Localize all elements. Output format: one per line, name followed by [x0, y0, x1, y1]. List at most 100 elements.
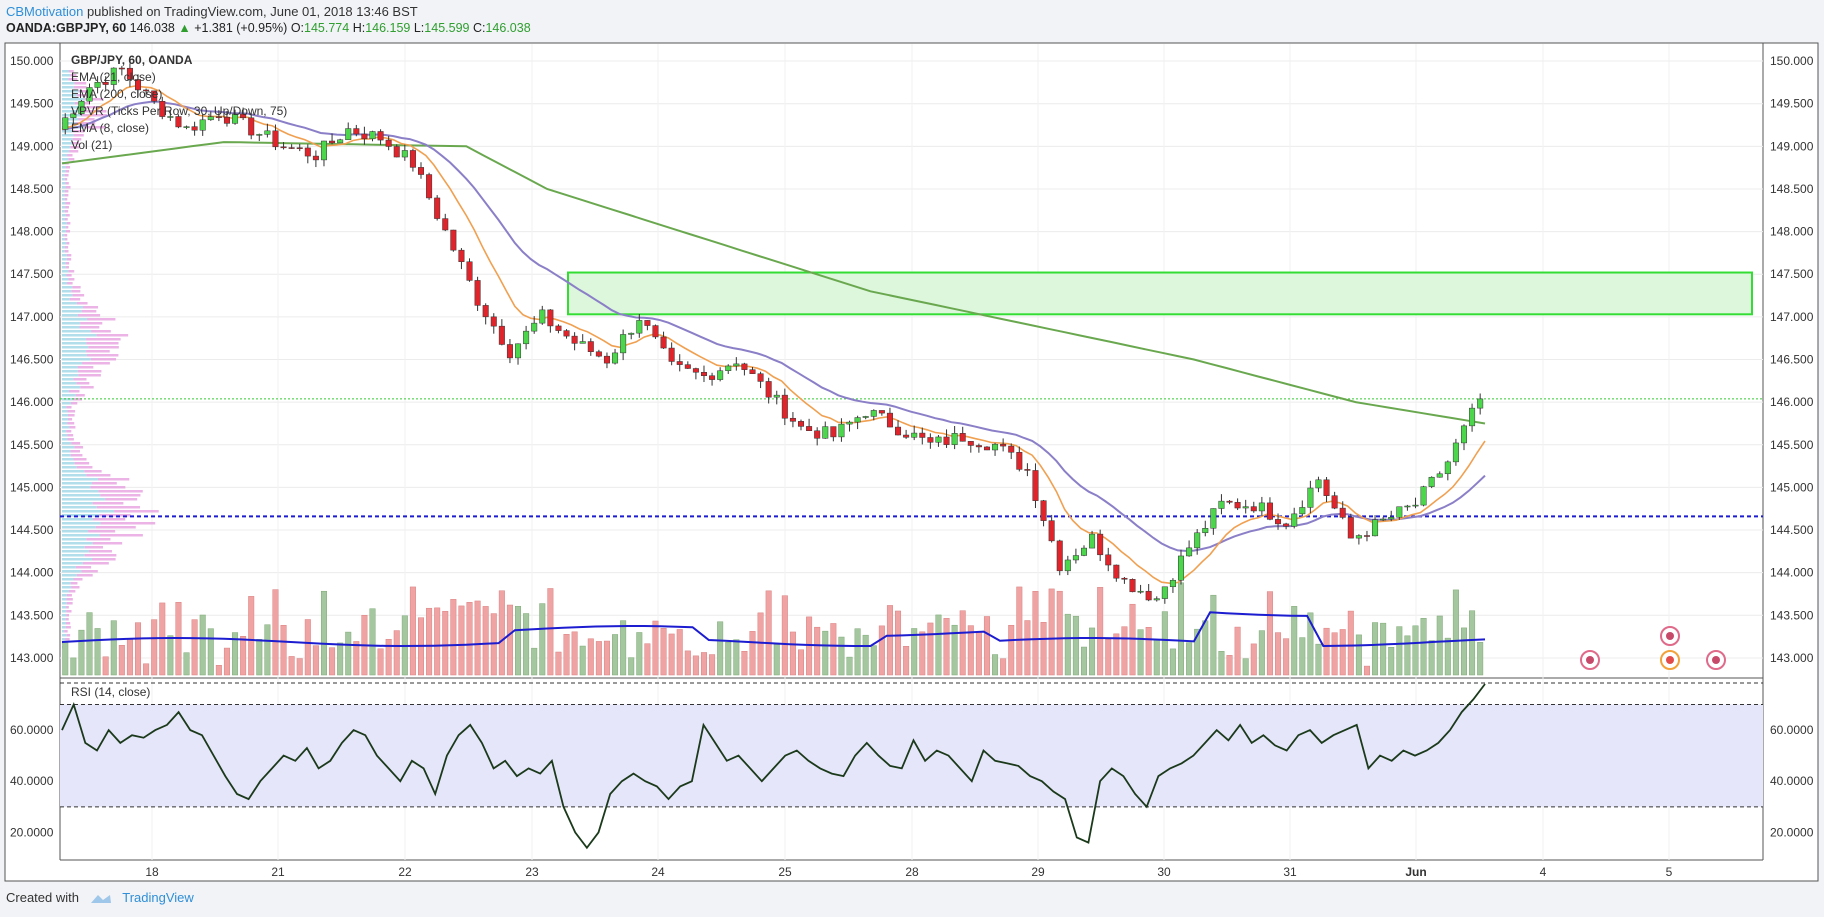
vpvr-down-row	[65, 638, 70, 641]
vpvr-down-row	[99, 534, 143, 537]
economic-event-icon	[1660, 650, 1680, 670]
price-tick-label: 147.500	[1770, 267, 1814, 281]
candle-up	[86, 87, 93, 102]
vpvr-up-row	[62, 86, 74, 89]
vpvr-up-row	[62, 510, 115, 513]
candle-down	[943, 436, 950, 445]
vpvr-up-row	[62, 530, 89, 533]
candle-up	[531, 322, 538, 332]
vpvr-down-row	[66, 610, 72, 613]
candle-down	[878, 410, 885, 414]
candle-up	[1452, 442, 1459, 463]
volume-bar	[927, 622, 934, 676]
candle-down	[248, 117, 255, 136]
candle-up	[628, 332, 635, 335]
candle-down	[215, 116, 222, 118]
candle-down	[1032, 470, 1039, 501]
vpvr-down-row	[72, 294, 85, 297]
vpvr-up-row	[62, 606, 67, 609]
vpvr-up-row	[62, 262, 66, 265]
tradingview-link[interactable]: TradingView	[122, 890, 194, 905]
vpvr-up-row	[62, 398, 74, 401]
vpvr-up-row	[62, 466, 77, 469]
vpvr-up-row	[62, 102, 75, 105]
candle-down	[692, 368, 699, 373]
rsi-pane: 60.0000 60.0000 40.0000 40.0000 20.0000 20.00…	[10, 682, 1814, 850]
time-tick-label: 24	[651, 865, 665, 879]
volume-bar	[1242, 658, 1249, 676]
vpvr-down-row	[64, 630, 68, 633]
vpvr-down-row	[74, 82, 87, 85]
vpvr-up-row	[62, 506, 97, 509]
vpvr-up-row	[62, 374, 79, 377]
candle-down	[603, 355, 610, 364]
vpvr-down-row	[65, 214, 70, 217]
volume-bar	[563, 633, 570, 676]
vpvr-up-row	[62, 234, 65, 237]
price-tick-label: 148.500	[10, 182, 54, 196]
candle-up	[1420, 486, 1427, 506]
candle-up	[515, 343, 522, 359]
price-tick-label: 145.500	[10, 438, 54, 452]
vpvr-up-row	[62, 622, 66, 625]
vpvr-down-row	[73, 86, 87, 89]
volume-bar	[595, 641, 602, 676]
vpvr-up-row	[62, 106, 86, 109]
candle-up	[1242, 506, 1249, 509]
volume-bar	[1024, 620, 1031, 676]
vpvr-down-row	[65, 266, 69, 269]
vpvr-down-row	[69, 390, 80, 393]
candle-down	[1145, 590, 1152, 601]
candle-down	[587, 341, 594, 352]
author-link[interactable]: CBMotivation	[6, 4, 84, 19]
volume-bar	[789, 631, 796, 676]
candle-up	[199, 119, 206, 131]
volume-bar	[870, 645, 877, 676]
volume-bar	[1412, 625, 1419, 676]
candle-down	[466, 261, 473, 281]
candle-up	[78, 100, 85, 115]
vpvr-down-row	[65, 218, 68, 221]
volume-bar	[547, 588, 554, 676]
vpvr-down-row	[64, 238, 68, 241]
indicator-lines	[60, 85, 1763, 648]
volume-bar	[434, 607, 441, 676]
candle-down	[223, 116, 230, 124]
candle-up	[320, 140, 327, 161]
candle-up	[1161, 586, 1168, 599]
candle-down	[1048, 520, 1055, 542]
candle-up	[579, 341, 586, 344]
volume-bar	[531, 647, 538, 676]
vpvr-up-row	[62, 322, 81, 325]
volume-bar	[207, 628, 214, 676]
vpvr-down-row	[70, 146, 80, 149]
vpvr-up-row	[62, 558, 93, 561]
volume-bar	[1032, 591, 1039, 676]
vpvr-up-row	[62, 490, 99, 493]
volume-bar	[854, 628, 861, 676]
last-price: 146.038	[129, 21, 175, 35]
candle-down	[490, 316, 497, 327]
volume-bar	[369, 608, 376, 676]
vpvr-up-row	[62, 630, 65, 633]
vpvr-up-row	[62, 582, 71, 585]
vpvr-up-row	[62, 474, 87, 477]
vpvr-up-row	[62, 306, 84, 309]
price-tick-label: 149.500	[1770, 97, 1814, 111]
candle-down	[296, 147, 303, 149]
volume-bar	[126, 638, 133, 676]
candle-down	[1339, 507, 1346, 518]
candle-up	[935, 436, 942, 443]
vpvr-up-row	[62, 346, 89, 349]
candle-down	[684, 364, 691, 369]
vpvr-up-row	[62, 382, 77, 385]
vpvr-up-row	[62, 414, 68, 417]
candle-up	[612, 352, 619, 364]
vpvr-down-row	[65, 622, 71, 625]
candle-down	[240, 113, 247, 119]
volume-bar	[385, 638, 392, 676]
symbol-name: OANDA:GBPJPY, 60	[6, 21, 127, 35]
volume-bar	[199, 614, 206, 676]
vpvr-up-row	[62, 638, 66, 641]
